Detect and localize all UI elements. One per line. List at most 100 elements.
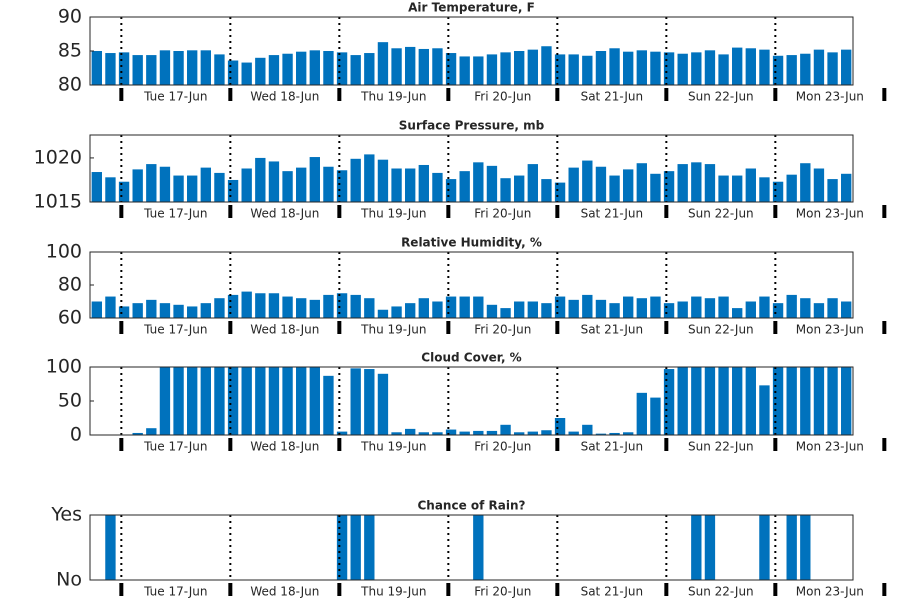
x-tick-label: Sun 22-Jun: [688, 440, 754, 454]
bar: [377, 309, 389, 318]
x-tick-label: Wed 18-Jun: [250, 440, 319, 454]
bar: [200, 50, 211, 85]
bar: [214, 298, 225, 318]
bar: [255, 157, 266, 202]
bar: [663, 171, 675, 202]
y-tick-label: 100: [46, 356, 82, 378]
bar: [514, 175, 525, 202]
bar: [636, 392, 647, 435]
bar: [554, 54, 566, 85]
bar: [118, 306, 130, 318]
bar: [105, 515, 116, 580]
bar: [800, 163, 811, 202]
y-tick-label: 1020: [34, 146, 82, 168]
bar: [704, 515, 716, 580]
bar: [636, 163, 647, 202]
y-tick-label: 90: [58, 6, 82, 28]
x-tick-label: Fri 20-Jun: [474, 585, 531, 599]
bar: [268, 293, 280, 318]
bar: [159, 166, 171, 202]
bar: [732, 175, 743, 202]
bar: [595, 51, 607, 85]
bar: [500, 424, 511, 435]
bar: [445, 296, 457, 318]
x-tick-label: Tue 17-Jun: [143, 207, 207, 221]
bar: [91, 172, 102, 202]
bar: [691, 52, 702, 85]
bar: [541, 303, 552, 318]
bar: [541, 179, 552, 202]
bar: [554, 182, 566, 202]
bar: [691, 367, 702, 435]
bar: [486, 430, 498, 435]
x-tick-label: Tue 17-Jun: [143, 440, 207, 454]
bar: [759, 385, 770, 435]
bar: [759, 177, 770, 202]
x-tick-label: Mon 23-Jun: [796, 207, 864, 221]
x-tick-label: Thu 19-Jun: [360, 323, 426, 337]
bar: [323, 294, 334, 318]
bar: [514, 432, 525, 435]
bar: [541, 46, 552, 85]
bar: [827, 179, 838, 202]
bar: [704, 367, 716, 435]
bar: [350, 294, 361, 318]
x-tick-label: Tue 17-Jun: [143, 90, 207, 104]
bar: [132, 432, 143, 435]
bar: [663, 369, 675, 435]
plot-frame: [89, 251, 854, 319]
bar: [772, 55, 784, 85]
bar: [718, 296, 729, 318]
bar: [786, 294, 797, 318]
bar: [255, 367, 266, 435]
bar: [663, 52, 675, 85]
bar: [609, 175, 620, 202]
bar: [527, 301, 538, 318]
bar: [432, 432, 443, 435]
bar: [282, 53, 293, 85]
bar: [309, 50, 320, 85]
bar: [418, 164, 429, 202]
bar: [623, 51, 634, 85]
bar: [405, 428, 416, 435]
bar: [200, 367, 211, 435]
bar: [187, 367, 198, 435]
bar: [827, 298, 838, 318]
bar: [582, 424, 593, 435]
x-tick-label: Mon 23-Jun: [796, 323, 864, 337]
bar: [636, 298, 647, 318]
bar: [772, 367, 784, 435]
bar: [377, 42, 389, 85]
bar: [500, 308, 511, 318]
bar: [554, 418, 566, 435]
bar: [650, 173, 661, 202]
x-tick-label: Fri 20-Jun: [474, 323, 531, 337]
bar: [309, 157, 320, 202]
bar: [418, 432, 429, 435]
plot-frame: [89, 366, 854, 436]
bar: [650, 296, 661, 318]
bar: [173, 304, 184, 318]
bar: [282, 367, 293, 435]
bar: [200, 303, 211, 318]
bar: [595, 299, 607, 318]
y-tick-label: 50: [58, 390, 82, 412]
bar: [500, 52, 511, 85]
bar: [459, 56, 470, 85]
bar: [623, 432, 634, 435]
y-tick-label: 1015: [34, 191, 82, 213]
bar: [296, 167, 307, 202]
bar: [527, 164, 538, 202]
bar: [187, 175, 198, 202]
y-tick-label: No: [56, 569, 82, 591]
bar: [173, 367, 184, 435]
bar: [527, 431, 538, 435]
y-tick-label: 85: [58, 40, 82, 62]
bar: [759, 515, 770, 580]
bar: [841, 49, 852, 85]
x-tick-label: Tue 17-Jun: [143, 323, 207, 337]
x-tick-label: Fri 20-Jun: [474, 440, 531, 454]
bar: [691, 296, 702, 318]
bar: [445, 53, 457, 85]
bar: [146, 164, 157, 202]
